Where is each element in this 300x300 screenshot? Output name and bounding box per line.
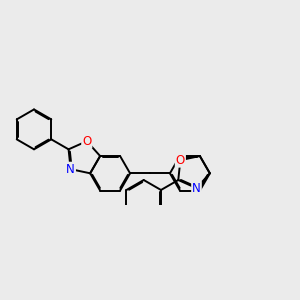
Text: N: N <box>66 163 75 176</box>
Text: N: N <box>192 182 201 195</box>
Text: O: O <box>82 135 92 148</box>
Text: O: O <box>176 154 185 167</box>
